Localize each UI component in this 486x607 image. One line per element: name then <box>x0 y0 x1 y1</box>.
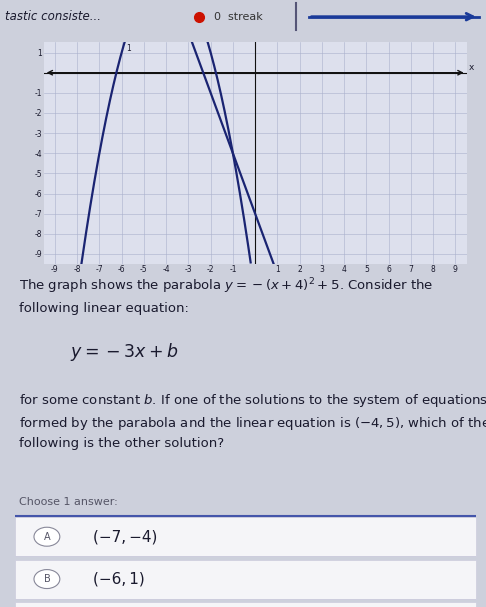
FancyBboxPatch shape <box>15 517 476 556</box>
Text: B: B <box>44 574 50 584</box>
Text: (−7, −4): (−7, −4) <box>93 529 157 544</box>
Text: for some constant $b$. If one of the solutions to the system of equations
formed: for some constant $b$. If one of the sol… <box>19 392 486 450</box>
Text: tastic consiste...: tastic consiste... <box>5 10 101 23</box>
Text: x: x <box>469 63 474 72</box>
Text: Choose 1 answer:: Choose 1 answer: <box>19 497 118 507</box>
Text: 1: 1 <box>126 44 131 53</box>
Circle shape <box>34 569 60 589</box>
Text: following linear equation:: following linear equation: <box>19 302 189 315</box>
Text: $y = -3x + b$: $y = -3x + b$ <box>70 341 178 363</box>
Text: A: A <box>44 532 50 541</box>
FancyBboxPatch shape <box>15 560 476 599</box>
Text: The graph shows the parabola $y = -(x+4)^2+5$. Consider the: The graph shows the parabola $y = -(x+4)… <box>19 277 434 296</box>
Text: 0  streak: 0 streak <box>214 12 262 22</box>
Circle shape <box>34 527 60 546</box>
Text: (−6, 1): (−6, 1) <box>93 572 145 586</box>
FancyBboxPatch shape <box>15 602 476 607</box>
